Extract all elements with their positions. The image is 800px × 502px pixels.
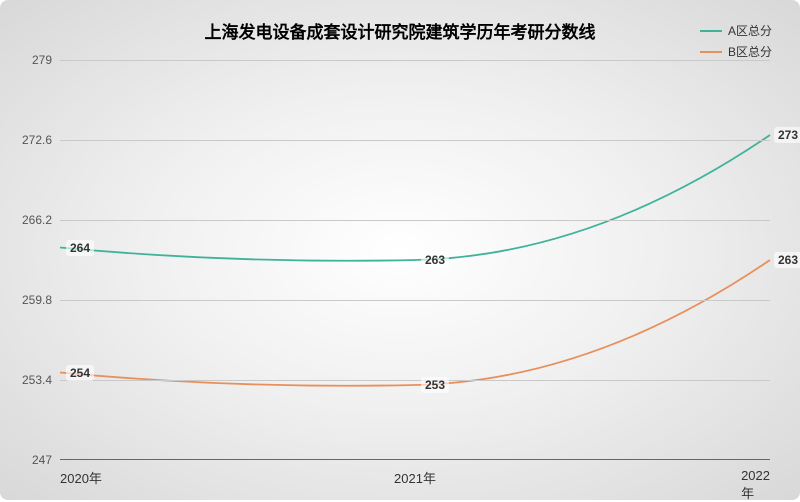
legend: A区总分 B区总分 xyxy=(700,22,772,64)
data-label: 253 xyxy=(421,377,449,393)
legend-swatch-a xyxy=(700,30,722,32)
legend-label-b: B区总分 xyxy=(728,43,772,60)
gridline xyxy=(60,60,770,61)
data-label: 263 xyxy=(774,252,800,268)
series-line-0 xyxy=(60,135,770,261)
gridline xyxy=(60,220,770,221)
chart-title: 上海发电设备成套设计研究院建筑学历年考研分数线 xyxy=(205,18,596,43)
plot-area: 247253.4259.8266.2272.62792020年2021年2022… xyxy=(60,60,770,460)
x-tick-label: 2022年 xyxy=(741,468,770,502)
gridline xyxy=(60,380,770,381)
legend-item-b: B区总分 xyxy=(700,43,772,60)
y-tick-label: 247 xyxy=(32,453,52,467)
data-label: 254 xyxy=(66,365,94,381)
data-label: 264 xyxy=(66,240,94,256)
x-tick-label: 2020年 xyxy=(60,468,102,487)
legend-swatch-b xyxy=(700,51,722,53)
series-lines-svg xyxy=(60,60,770,460)
y-tick-label: 253.4 xyxy=(22,373,52,387)
legend-label-a: A区总分 xyxy=(728,22,772,39)
y-tick-label: 272.6 xyxy=(22,133,52,147)
x-tick-label: 2021年 xyxy=(394,468,436,487)
data-label: 263 xyxy=(421,252,449,268)
gridline xyxy=(60,140,770,141)
y-tick-label: 279 xyxy=(32,53,52,67)
y-tick-label: 259.8 xyxy=(22,293,52,307)
y-tick-label: 266.2 xyxy=(22,213,52,227)
data-label: 273 xyxy=(774,127,800,143)
series-line-1 xyxy=(60,260,770,386)
legend-item-a: A区总分 xyxy=(700,22,772,39)
chart-container: 上海发电设备成套设计研究院建筑学历年考研分数线 A区总分 B区总分 247253… xyxy=(0,0,800,500)
gridline xyxy=(60,300,770,301)
